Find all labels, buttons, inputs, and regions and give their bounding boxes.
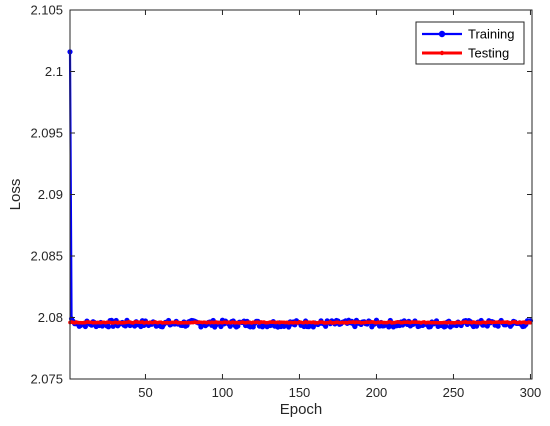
- x-tick-label: 300: [520, 385, 542, 400]
- series-layer: [67, 49, 534, 330]
- y-tick-label: 2.075: [30, 372, 63, 387]
- data-point-testing-300: [528, 320, 533, 325]
- x-axis-label: Epoch: [280, 401, 323, 418]
- data-point-training-11: [82, 323, 88, 330]
- data-point-training-167: [323, 323, 329, 329]
- y-tick-label: 2.09: [38, 187, 63, 202]
- legend-marker: [438, 30, 446, 38]
- data-point-training-186: [352, 323, 358, 330]
- y-tick-label: 2.095: [30, 126, 63, 141]
- series-testing: [68, 320, 533, 325]
- data-point-training-208: [386, 324, 392, 330]
- y-axis-label: Loss: [7, 179, 24, 211]
- y-tick-label: 2.085: [30, 249, 63, 264]
- x-tick-label: 150: [289, 385, 311, 400]
- y-tick-label: 2.08: [38, 310, 63, 325]
- legend-label: Testing: [468, 46, 509, 61]
- x-tick-label: 250: [443, 385, 465, 400]
- data-point-training-26: [105, 324, 112, 330]
- legend-marker: [439, 50, 445, 56]
- x-tick-label: 200: [366, 385, 388, 400]
- axes-layer: 50 100 150 200 250 300 2.075 2.08 2.085 2.09 2.095…: [30, 3, 541, 401]
- data-point-training-245: [443, 323, 449, 329]
- y-tick-label: 2.1: [45, 64, 63, 79]
- plot-background: [70, 10, 532, 379]
- legend-item-testing: Testing: [422, 46, 509, 61]
- legend-label: Training: [468, 27, 514, 42]
- data-point-training-105: [227, 323, 233, 329]
- data-point-training-279: [495, 323, 501, 329]
- x-tick-label: 100: [212, 385, 234, 400]
- y-tick-label: 2.105: [30, 3, 63, 18]
- x-tick-label: 50: [138, 385, 152, 400]
- plot-area: [70, 10, 532, 379]
- legend: Training Testing: [415, 21, 525, 65]
- legend-item-training: Training: [422, 27, 514, 42]
- legend-box: [415, 21, 525, 65]
